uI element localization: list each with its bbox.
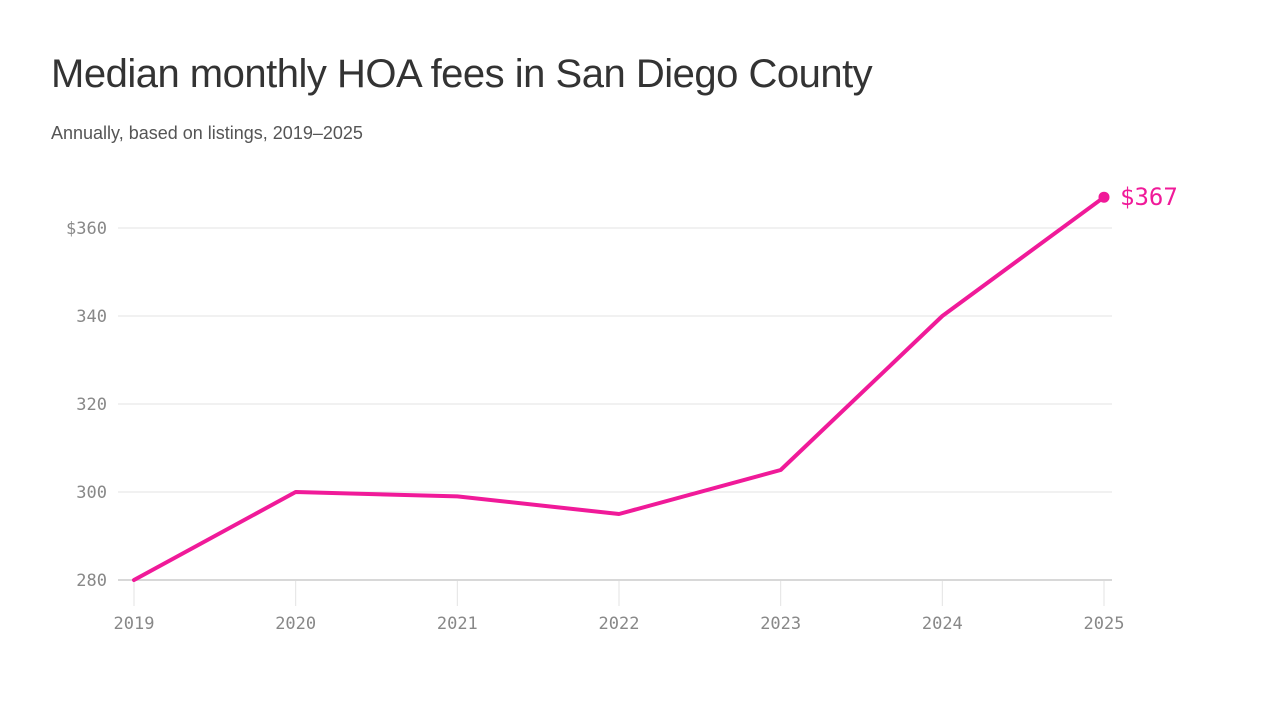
y-tick-label: 300 (76, 483, 107, 503)
chart-title: Median monthly HOA fees in San Diego Cou… (51, 52, 873, 96)
x-tick-label: 2023 (760, 614, 801, 634)
y-tick-label: 340 (76, 307, 107, 327)
series-line (132, 195, 1106, 582)
x-tick-label: 2020 (275, 614, 316, 634)
data-point (1098, 191, 1110, 203)
x-tick-label: 2019 (114, 614, 155, 634)
y-tick-label: 280 (76, 571, 107, 591)
x-tick-label: 2025 (1084, 614, 1125, 634)
end-value-label: $367 (1120, 183, 1178, 211)
x-tick-label: 2022 (599, 614, 640, 634)
y-tick-label: $360 (66, 219, 107, 239)
y-tick-label: 320 (76, 395, 107, 415)
chart-subtitle: Annually, based on listings, 2019–2025 (51, 123, 363, 143)
x-tick-label: 2021 (437, 614, 478, 634)
x-tick-label: 2024 (922, 614, 963, 634)
